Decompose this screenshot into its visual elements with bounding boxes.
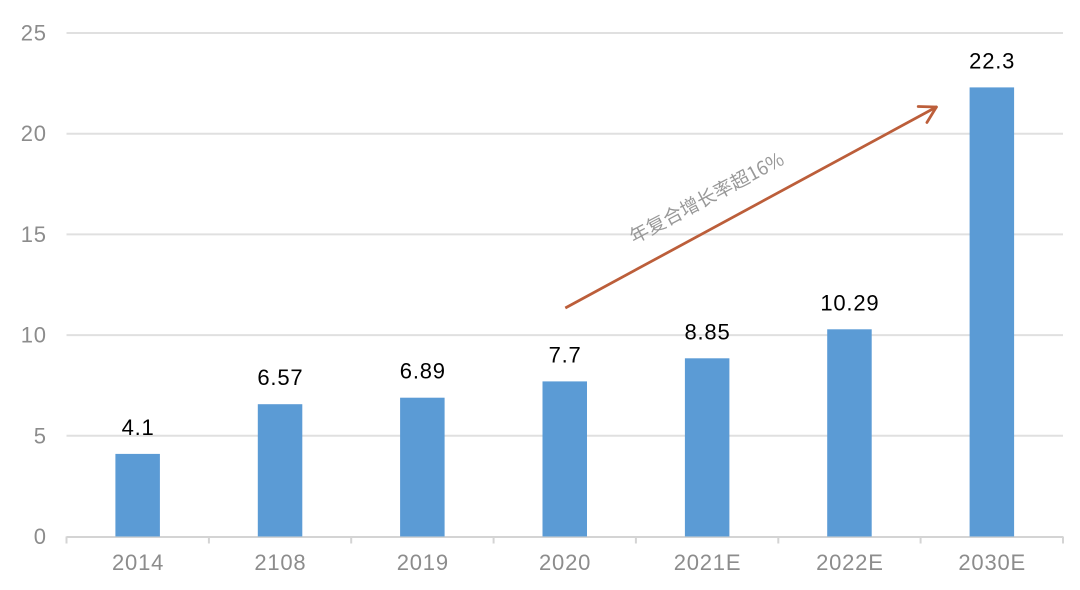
svg-text:10: 10 — [21, 323, 47, 348]
svg-text:2020: 2020 — [539, 550, 591, 575]
svg-text:4.1: 4.1 — [122, 415, 155, 440]
svg-text:2030E: 2030E — [958, 550, 1026, 575]
svg-text:10.29: 10.29 — [820, 290, 879, 315]
svg-text:2021E: 2021E — [674, 550, 742, 575]
svg-text:6.57: 6.57 — [257, 365, 303, 390]
svg-text:5: 5 — [34, 423, 47, 448]
svg-text:7.7: 7.7 — [549, 342, 582, 367]
svg-text:2019: 2019 — [397, 550, 449, 575]
svg-text:2014: 2014 — [112, 550, 164, 575]
svg-text:20: 20 — [21, 121, 47, 146]
svg-text:25: 25 — [21, 21, 47, 46]
svg-text:6.89: 6.89 — [400, 359, 446, 384]
svg-text:15: 15 — [21, 222, 47, 247]
svg-text:0: 0 — [34, 524, 47, 549]
svg-text:22.3: 22.3 — [969, 48, 1015, 73]
svg-text:2108: 2108 — [254, 550, 306, 575]
svg-text:8.85: 8.85 — [684, 319, 730, 344]
svg-text:2022E: 2022E — [816, 550, 884, 575]
